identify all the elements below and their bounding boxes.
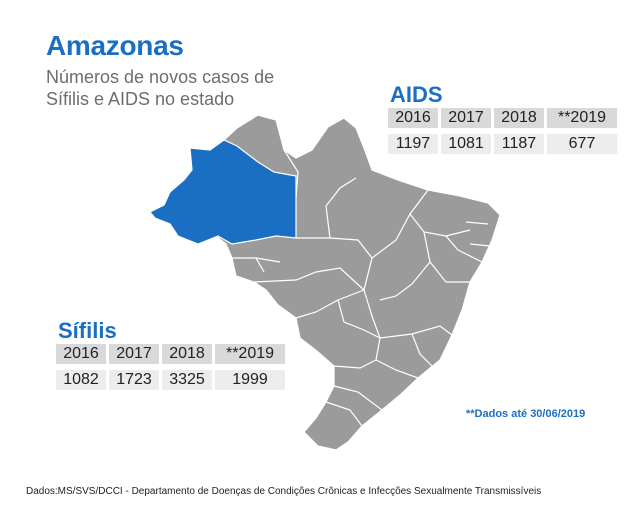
aids-value-cell: 1187 — [494, 134, 544, 154]
source-footnote: Dados:MS/SVS/DCCI - Departamento de Doen… — [26, 486, 542, 497]
sifilis-year-cell: **2019 — [215, 344, 285, 364]
page-title: Amazonas — [46, 30, 184, 61]
state-borders — [232, 149, 491, 427]
sifilis-year-cell: 2017 — [109, 344, 159, 364]
sifilis-value-cell: 1999 — [215, 370, 285, 390]
aids-value-cell: 1081 — [441, 134, 491, 154]
sifilis-year-cell: 2018 — [162, 344, 212, 364]
amazonas-state — [149, 139, 297, 245]
aids-year-cell: 2018 — [494, 108, 544, 128]
sifilis-value-cell: 3325 — [162, 370, 212, 390]
aids-year-cell: **2019 — [547, 108, 617, 128]
aids-table: 2016 2017 2018 **2019 1197 1081 1187 677 — [388, 108, 617, 154]
aids-year-cell: 2017 — [441, 108, 491, 128]
aids-title: AIDS — [390, 82, 443, 107]
aids-value-cell: 677 — [547, 134, 617, 154]
sifilis-title: Sífilis — [58, 318, 117, 343]
sifilis-value-cell: 1723 — [109, 370, 159, 390]
sifilis-year-cell: 2016 — [56, 344, 106, 364]
sifilis-table: 2016 2017 2018 **2019 1082 1723 3325 199… — [56, 344, 285, 390]
aids-value-cell: 1197 — [388, 134, 438, 154]
aids-year-cell: 2016 — [388, 108, 438, 128]
page-subtitle: Números de novos casos de Sífilis e AIDS… — [46, 67, 275, 109]
sifilis-value-cell: 1082 — [56, 370, 106, 390]
data-date-note: **Dados até 30/06/2019 — [466, 408, 586, 420]
